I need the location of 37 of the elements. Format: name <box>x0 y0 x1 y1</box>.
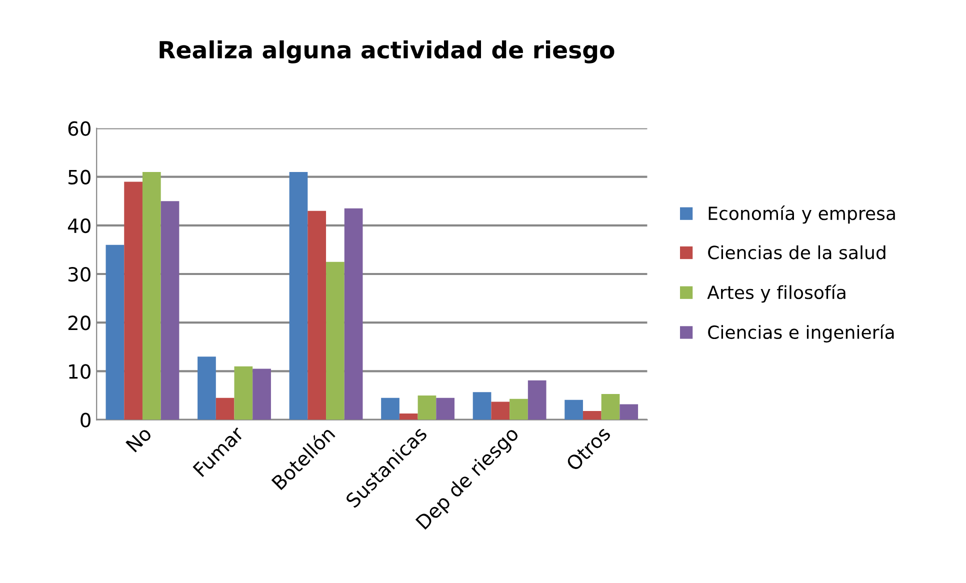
y-tick-label: 10 <box>69 364 90 379</box>
y-tick-label: 60 <box>68 121 90 136</box>
bar <box>106 244 124 420</box>
bar <box>582 411 602 420</box>
bar <box>124 182 142 420</box>
bar <box>160 201 180 420</box>
bar <box>620 404 638 420</box>
bar <box>308 210 326 420</box>
chart-title: Realiza alguna actividad de riesgo <box>160 40 614 64</box>
bar <box>344 208 363 420</box>
legend-label: Artes y filosofía <box>707 284 846 303</box>
bar <box>564 400 583 420</box>
y-tick-label: 30 <box>68 266 90 282</box>
bar <box>198 356 216 420</box>
legend-label: Ciencias de la salud <box>708 245 886 260</box>
bar <box>289 172 308 420</box>
bar <box>142 172 161 420</box>
bar <box>234 366 253 420</box>
y-tick-label: 40 <box>68 218 90 234</box>
bar <box>399 413 418 420</box>
bar <box>216 398 234 420</box>
y-tick-label: 50 <box>68 170 90 185</box>
bar <box>418 395 436 420</box>
bar <box>510 398 528 420</box>
legend-label: Economía y empresa <box>708 205 895 224</box>
y-tick-label: 20 <box>68 316 90 330</box>
legend-label: Ciencias e ingeniería <box>708 324 894 343</box>
bar <box>472 392 492 420</box>
bar <box>528 380 546 420</box>
bar <box>326 262 344 420</box>
bar <box>491 402 510 420</box>
x-tick-label: No <box>126 426 152 453</box>
bar <box>252 368 271 420</box>
bar <box>436 398 455 420</box>
bar <box>381 398 400 420</box>
bar <box>601 394 620 420</box>
y-tick-label: 0 <box>80 412 90 428</box>
